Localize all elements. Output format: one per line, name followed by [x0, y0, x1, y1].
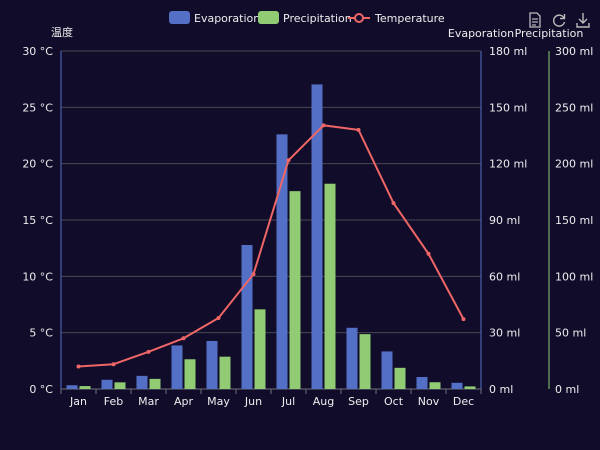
point-temperature [391, 201, 396, 206]
bar-evaporation [451, 382, 463, 389]
bar-evaporation [241, 244, 253, 389]
point-temperature [356, 127, 361, 132]
y-right-tick-label: 30 ml [489, 327, 520, 340]
x-tick-label: Oct [384, 395, 404, 408]
y-outer-tick-label: 200 ml [555, 158, 593, 171]
y-left-tick-label: 15 °C [22, 214, 53, 227]
restore-button[interactable] [550, 11, 568, 29]
bar-evaporation [381, 351, 393, 389]
bar-precipitation [114, 382, 126, 389]
legend-label-evaporation: Evaporation [194, 12, 260, 25]
x-tick-label: Jun [244, 395, 262, 408]
x-tick-label: Aug [313, 395, 334, 408]
toolbox [526, 11, 592, 29]
bar-evaporation [66, 385, 78, 389]
legend-label-temperature: Temperature [374, 12, 445, 25]
y-right-tick-label: 90 ml [489, 214, 520, 227]
x-tick-label: Nov [418, 395, 440, 408]
x-tick-label: May [207, 395, 230, 408]
x-tick-label: Mar [138, 395, 159, 408]
bar-precipitation [79, 386, 91, 389]
y-outer-tick-label: 100 ml [555, 270, 593, 283]
x-tick-label: Jul [281, 395, 295, 408]
y-right-tick-label: 60 ml [489, 270, 520, 283]
data-view-button[interactable] [526, 11, 544, 29]
y-left-tick-label: 25 °C [22, 101, 53, 114]
point-temperature [426, 251, 431, 256]
point-temperature [251, 272, 256, 277]
y-left-tick-label: 5 °C [29, 327, 53, 340]
point-temperature [146, 349, 151, 354]
bar-evaporation [101, 379, 113, 389]
legend-swatch-precipitation[interactable] [258, 11, 279, 24]
save-image-icon [576, 13, 590, 28]
y-outer-tick-label: 150 ml [555, 214, 593, 227]
y-outer-tick-label: 250 ml [555, 101, 593, 114]
point-temperature [76, 364, 81, 369]
y-outer-axis-name: Precipitation [515, 27, 584, 40]
bar-precipitation [324, 183, 336, 389]
point-temperature [461, 317, 466, 322]
bar-evaporation [136, 375, 148, 389]
legend-marker-temperature [354, 13, 364, 23]
bar-precipitation [359, 334, 371, 389]
point-temperature [286, 158, 291, 163]
y-outer-tick-label: 50 ml [555, 327, 586, 340]
point-temperature [111, 362, 116, 367]
y-outer-tick-label: 0 ml [555, 383, 579, 396]
bar-evaporation [276, 134, 288, 389]
point-temperature [216, 316, 221, 321]
y-right-tick-label: 120 ml [489, 158, 527, 171]
save-image-button[interactable] [574, 11, 592, 29]
y-right-tick-label: 150 ml [489, 101, 527, 114]
x-tick-label: Feb [104, 395, 123, 408]
x-tick-label: Dec [453, 395, 474, 408]
y-left-tick-label: 0 °C [29, 383, 53, 396]
data-view-icon [529, 12, 541, 28]
x-tick-label: Apr [174, 395, 194, 408]
bar-evaporation [206, 340, 218, 389]
legend-swatch-evaporation[interactable] [169, 11, 190, 24]
legend-label-precipitation: Precipitation [283, 12, 352, 25]
bar-precipitation [289, 191, 301, 389]
y-left-tick-label: 30 °C [22, 45, 53, 58]
x-tick-label: Sep [348, 395, 369, 408]
bar-precipitation [184, 359, 196, 389]
y-left-tick-label: 10 °C [22, 270, 53, 283]
bar-evaporation [416, 376, 428, 389]
x-tick-label: Jan [69, 395, 87, 408]
y-right-tick-label: 180 ml [489, 45, 527, 58]
y-outer-tick-label: 300 ml [555, 45, 593, 58]
bar-precipitation [254, 309, 266, 389]
y-left-axis-name: 温度 [51, 25, 73, 39]
restore-icon [553, 14, 566, 27]
bar-evaporation [346, 327, 358, 389]
bar-evaporation [311, 84, 323, 390]
bar-evaporation [171, 345, 183, 389]
bar-precipitation [464, 386, 476, 389]
y-left-tick-label: 20 °C [22, 158, 53, 171]
line-temperature [78, 124, 465, 368]
y-right-axis-name: Evaporation [448, 27, 514, 40]
bar-precipitation [429, 382, 441, 389]
bar-precipitation [149, 378, 161, 389]
bar-precipitation [219, 356, 231, 389]
point-temperature [321, 123, 326, 128]
bar-precipitation [394, 367, 406, 389]
y-right-tick-label: 0 ml [489, 383, 513, 396]
point-temperature [181, 336, 186, 341]
